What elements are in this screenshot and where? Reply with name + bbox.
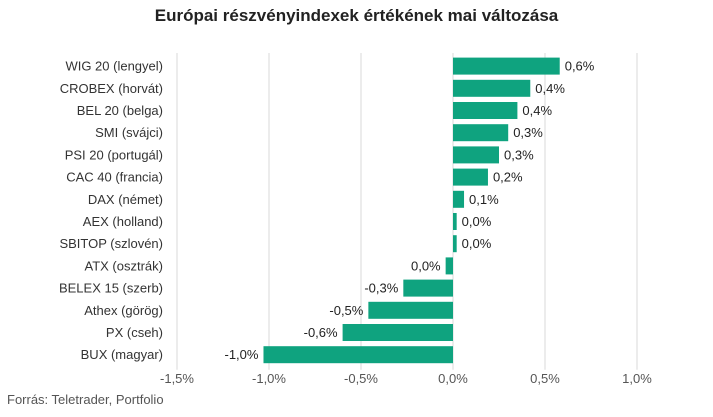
category-label: PX (cseh) — [106, 325, 163, 340]
category-label: BELEX 15 (szerb) — [59, 281, 163, 296]
category-label: DAX (német) — [88, 192, 163, 207]
bar — [453, 57, 560, 75]
bar — [368, 301, 453, 319]
x-tick-label: 1,0% — [622, 371, 652, 386]
data-label: 0,3% — [504, 147, 534, 162]
data-label: 0,0% — [462, 214, 492, 229]
data-label: -0,3% — [364, 281, 398, 296]
category-label: BUX (magyar) — [81, 347, 163, 362]
bar — [453, 235, 457, 253]
category-label: BEL 20 (belga) — [77, 103, 163, 118]
data-label: 0,4% — [522, 103, 552, 118]
data-label: 0,0% — [462, 236, 492, 251]
category-label: WIG 20 (lengyel) — [65, 59, 163, 74]
bar — [453, 168, 488, 186]
category-label: CAC 40 (francia) — [66, 170, 163, 185]
category-label: SMI (svájci) — [95, 125, 163, 140]
x-tick-label: 0,0% — [438, 371, 468, 386]
bar — [453, 102, 518, 119]
x-tick-label: 0,5% — [530, 371, 560, 386]
data-label: -0,6% — [304, 325, 338, 340]
bar — [342, 324, 453, 341]
category-label: CROBEX (horvát) — [60, 81, 163, 96]
bar — [453, 79, 531, 97]
bar — [453, 124, 509, 142]
chart-title: Európai részvényindexek értékének mai vá… — [154, 6, 559, 25]
data-label: 0,4% — [535, 81, 565, 96]
category-label: AEX (holland) — [83, 214, 163, 229]
data-label: -1,0% — [225, 347, 259, 362]
x-tick-label: -0,5% — [344, 371, 378, 386]
category-label: ATX (osztrák) — [85, 258, 164, 273]
data-label: 0,6% — [565, 59, 595, 74]
x-tick-label: -1,5% — [160, 371, 194, 386]
bar — [453, 190, 465, 208]
bar — [403, 279, 453, 297]
category-label: PSI 20 (portugál) — [65, 147, 163, 162]
data-label: 0,2% — [493, 170, 523, 185]
data-label: -0,5% — [329, 303, 363, 318]
x-tick-label: -1,0% — [252, 371, 286, 386]
data-label: 0,1% — [469, 192, 499, 207]
source-note: Forrás: Teletrader, Portfolio — [7, 392, 164, 407]
data-label: 0,0% — [411, 258, 441, 273]
bar — [263, 346, 453, 364]
category-label: SBITOP (szlovén) — [59, 236, 163, 251]
data-label: 0,3% — [513, 125, 543, 140]
bar — [453, 146, 499, 164]
bar — [453, 213, 457, 230]
category-label: Athex (görög) — [84, 303, 163, 318]
bar — [445, 257, 453, 275]
